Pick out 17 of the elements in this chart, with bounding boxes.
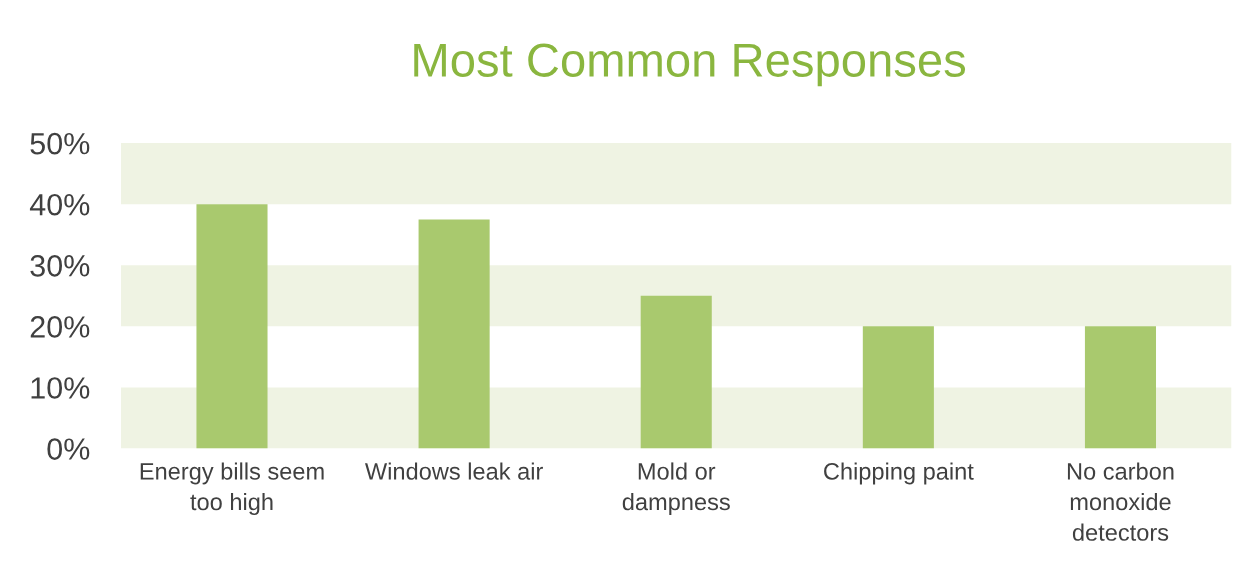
y-tick-label: 10% bbox=[31, 377, 90, 399]
bar bbox=[418, 219, 490, 449]
x-tick-label: Mold or dampness bbox=[622, 462, 730, 515]
y-tick-label: 40% bbox=[29, 193, 90, 216]
x-tick-label: Chipping paint bbox=[824, 462, 974, 485]
bar bbox=[862, 326, 934, 449]
y-tick-label: 50% bbox=[30, 132, 90, 155]
x-tick-label: Energy bills seem too high bbox=[140, 462, 324, 515]
chart-title: Most Common Responses bbox=[414, 43, 966, 87]
bar bbox=[640, 295, 712, 449]
x-tick-label: No carbon monoxide detectors bbox=[1067, 462, 1174, 541]
y-tick-label: 0% bbox=[47, 438, 90, 460]
y-tick-label: 30% bbox=[30, 254, 90, 277]
y-tick-label: 20% bbox=[30, 316, 90, 338]
bar bbox=[1084, 326, 1157, 449]
x-tick-label: Windows leak air bbox=[364, 462, 543, 480]
bar bbox=[196, 204, 268, 449]
